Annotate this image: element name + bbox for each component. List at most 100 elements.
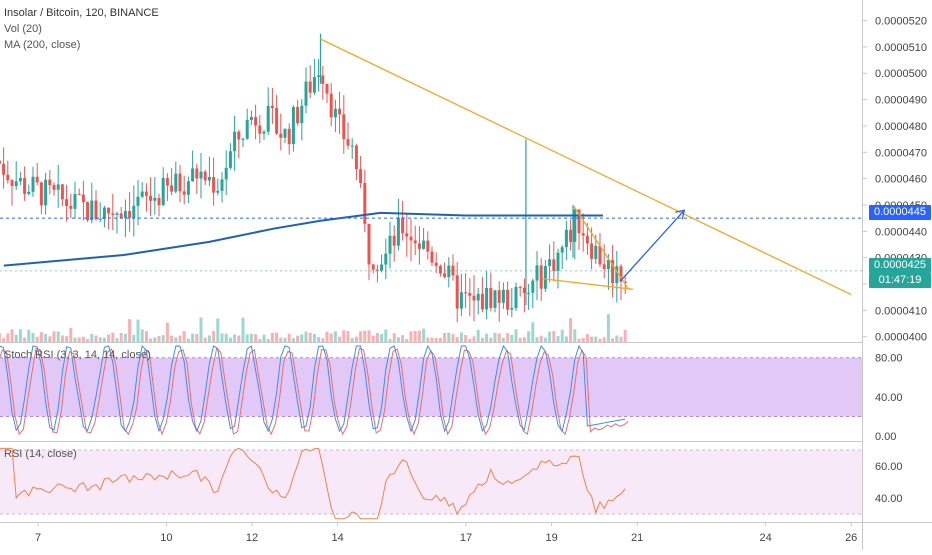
ma-legend[interactable]: MA (200, close)	[4, 39, 81, 51]
candle-body	[493, 290, 497, 308]
candle-body	[619, 266, 623, 282]
candle-body	[501, 289, 505, 303]
volume-bar	[207, 335, 211, 342]
candle-body	[2, 163, 6, 175]
candle-body	[191, 168, 195, 182]
candle-body	[94, 200, 98, 220]
volume-bar	[283, 337, 287, 342]
volume-bar	[18, 329, 22, 342]
candle-body	[548, 259, 552, 267]
candle-body	[480, 293, 484, 310]
candle-body	[531, 280, 535, 293]
volume-bar	[90, 334, 94, 342]
volume-bar	[279, 337, 283, 342]
volume-bar	[384, 329, 388, 342]
x-tick-label: 12	[246, 532, 258, 544]
volume-bar	[233, 334, 237, 342]
volume-bar	[308, 332, 312, 342]
candle-body	[207, 176, 211, 181]
y-tick-label: 0.0000410	[875, 305, 927, 317]
candle-body	[333, 108, 337, 118]
volume-bar	[380, 334, 384, 342]
candle-body	[44, 179, 48, 206]
candle-body	[52, 185, 56, 190]
volume-bar	[165, 322, 169, 342]
candle-body	[384, 253, 388, 265]
volume-bar	[468, 338, 472, 342]
ma-200-line	[3, 211, 603, 267]
volume-bar	[52, 331, 56, 342]
volume-bar	[0, 333, 1, 342]
candle-body	[543, 266, 547, 289]
candles-group	[0, 33, 627, 323]
candle-body	[556, 252, 560, 271]
candle-body	[602, 264, 606, 270]
stoch-legend-label[interactable]: Stoch RSI (3, 3, 14, 14, close)	[4, 349, 151, 361]
volume-bar	[611, 338, 615, 342]
volume-bar	[531, 322, 535, 342]
volume-bar	[447, 332, 451, 342]
volume-bar	[451, 334, 455, 342]
volume-bar	[203, 337, 207, 342]
candle-body	[77, 194, 81, 196]
rsi-legend-label[interactable]: RSI (14, close)	[4, 448, 77, 460]
y-tick-label: 0.0000510	[875, 42, 927, 54]
candle-body	[107, 207, 111, 214]
volume-bar	[577, 338, 581, 342]
volume-bar	[98, 337, 102, 342]
volume-bar	[623, 329, 627, 342]
volume-bar	[506, 333, 510, 342]
candle-body	[27, 191, 31, 194]
volume-bar	[325, 331, 329, 342]
volume-bar	[23, 337, 27, 342]
volume-bar	[128, 319, 132, 342]
candle-body	[86, 202, 90, 221]
volume-bar	[522, 337, 526, 342]
stoch-band	[0, 357, 862, 417]
candle-body	[577, 209, 581, 234]
volume-bar	[212, 331, 216, 342]
volume-bar	[518, 337, 522, 342]
candle-body	[102, 207, 106, 219]
candle-body	[585, 235, 589, 244]
volume-bar	[216, 318, 220, 342]
vol-legend[interactable]: Vol (20)	[4, 23, 42, 35]
candle-body	[354, 145, 358, 170]
volume-bar	[191, 333, 195, 342]
candle-body	[216, 190, 220, 193]
volume-bar	[174, 337, 178, 342]
candle-body	[258, 125, 262, 134]
candle-body	[552, 259, 556, 271]
candle-body	[249, 116, 253, 120]
volume-bar	[405, 338, 409, 342]
volume-bar	[161, 335, 165, 342]
candle-body	[69, 206, 73, 209]
volume-bar	[539, 335, 543, 342]
candle-body	[417, 243, 421, 249]
candle-body	[506, 289, 510, 310]
stoch-k-line	[0, 344, 626, 433]
volume-bar	[266, 338, 270, 342]
candle-body	[186, 181, 190, 195]
volume-bar	[602, 337, 606, 342]
volume-bar	[396, 337, 400, 342]
volume-bar	[598, 338, 602, 342]
candle-body	[325, 83, 329, 94]
candle-body	[464, 292, 468, 294]
volume-bar	[552, 331, 556, 342]
candle-body	[338, 108, 342, 115]
x-tick-label: 21	[631, 532, 643, 544]
candle-body	[275, 108, 279, 134]
last-price-tag: 0.0000425	[869, 258, 931, 273]
volume-bar	[2, 338, 6, 342]
ma-price-tag: 0.0000445	[869, 205, 931, 220]
candle-body	[539, 265, 543, 289]
candle-body	[10, 180, 14, 186]
candle-body	[81, 194, 85, 203]
volume-bar	[363, 330, 367, 342]
candle-body	[279, 133, 283, 138]
volume-bar	[594, 336, 598, 342]
candle-body	[170, 185, 174, 192]
symbol-title[interactable]: Insolar / Bitcoin, 120, BINANCE	[4, 7, 159, 19]
